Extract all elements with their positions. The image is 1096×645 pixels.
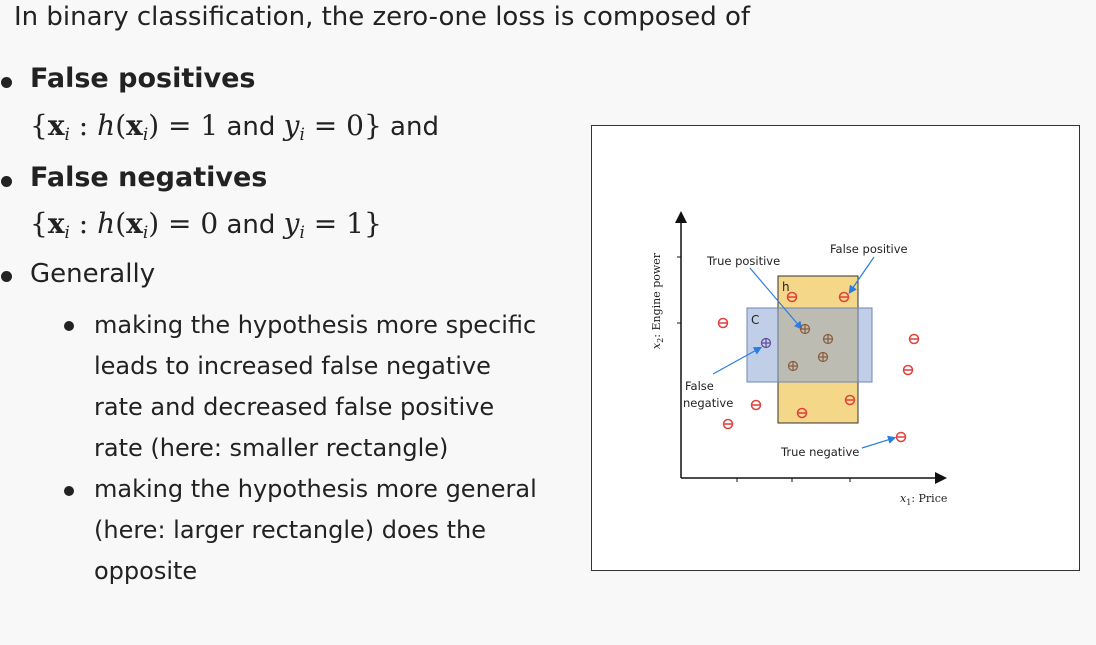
false-negative-label-1: False xyxy=(685,379,714,393)
negative-marker xyxy=(838,291,850,303)
set-close-brace: } xyxy=(363,109,382,142)
true-positive-arrow xyxy=(749,267,803,330)
negative-marker xyxy=(717,317,729,329)
equals-zero: = 0 xyxy=(304,109,364,142)
equals-zero: ) = 0 xyxy=(148,207,219,240)
line: leads to increased false negative xyxy=(94,352,491,380)
sub-bullet-specific: making the hypothesis more specific lead… xyxy=(94,305,536,469)
positive-marker xyxy=(817,351,829,363)
positive-marker xyxy=(799,323,811,335)
equals-one: = 1 xyxy=(304,207,364,240)
negative-marker xyxy=(844,394,856,406)
false-positive-label: False positive xyxy=(830,242,908,256)
x-var: x xyxy=(47,109,65,142)
x-axis-label: x1: Price xyxy=(900,492,947,507)
subscript: i xyxy=(299,124,305,145)
y-axis-sub: 2 xyxy=(656,338,665,343)
classification-plot: x2: Engine power x1: Price h C True posi… xyxy=(602,134,1072,564)
equals-one: ) = 1 xyxy=(148,109,219,142)
x-axis-var: x xyxy=(900,492,907,505)
false-positives-heading: False positives xyxy=(30,63,256,94)
negative-marker xyxy=(786,291,798,303)
x-var: x xyxy=(47,207,65,240)
h-function: h xyxy=(97,207,116,240)
bullet-dot xyxy=(1,77,12,88)
generally-text: Generally xyxy=(30,259,156,289)
positive-marker xyxy=(787,360,799,372)
true-negative-arrow xyxy=(861,435,897,449)
svg-text:x2: Engine power: x2: Engine power xyxy=(650,252,665,349)
true-positive-label: True positive xyxy=(706,254,780,268)
subscript: i xyxy=(142,124,149,145)
c-label: C xyxy=(751,313,759,327)
positive-marker-false-negative xyxy=(760,337,772,349)
line: opposite xyxy=(94,557,198,585)
false-positives-formula: {xi : h(xi) = 1 and yi = 0} and xyxy=(30,109,439,145)
line: making the hypothesis more general xyxy=(94,475,537,503)
h-function: h xyxy=(97,109,116,142)
y-axis-label: x2: Engine power xyxy=(650,252,665,349)
false-negative-label-2: negative xyxy=(683,396,733,410)
colon: : xyxy=(69,109,98,142)
line: rate and decreased false positive xyxy=(94,393,495,421)
sub-bullet-dot xyxy=(64,321,74,331)
negative-marker xyxy=(895,431,907,443)
c-rectangle xyxy=(746,307,873,383)
x-var: x xyxy=(126,207,143,240)
y-axis-var: x xyxy=(650,342,663,349)
false-positive-arrow xyxy=(848,256,875,294)
negative-marker xyxy=(796,407,808,419)
set-open-brace: { xyxy=(30,109,48,142)
negative-marker xyxy=(908,333,920,345)
line: making the hypothesis more specific xyxy=(94,311,537,339)
sub-bullet-dot xyxy=(64,486,74,496)
sub-bullet-general: making the hypothesis more general (here… xyxy=(94,469,537,592)
x-var: x xyxy=(126,109,143,142)
negative-marker xyxy=(750,399,762,411)
false-negative-arrow xyxy=(712,346,763,375)
false-negatives-heading: False negatives xyxy=(30,162,268,193)
y-var: y xyxy=(283,207,300,240)
true-negative-label: True negative xyxy=(780,445,859,459)
subscript: i xyxy=(64,222,70,243)
colon: : xyxy=(69,207,98,240)
y-axis-text: : Engine power xyxy=(650,252,663,338)
and-word: and xyxy=(218,210,284,240)
line: rate (here: smaller rectangle) xyxy=(94,434,449,462)
y-var: y xyxy=(283,109,300,142)
bullet-dot xyxy=(1,176,12,187)
subscript: i xyxy=(142,222,149,243)
line: (here: larger rectangle) does the xyxy=(94,516,486,544)
x-axis-sub: 1 xyxy=(906,498,911,507)
subscript: i xyxy=(299,222,305,243)
subscript: i xyxy=(64,124,70,145)
and-word: and xyxy=(218,112,284,142)
negative-marker xyxy=(902,364,914,376)
set-close-brace: } xyxy=(363,207,382,240)
bullet-dot xyxy=(1,271,12,282)
false-negatives-formula: {xi : h(xi) = 0 and yi = 1} xyxy=(30,207,382,243)
h-label: h xyxy=(782,280,790,294)
x-axis-text: : Price xyxy=(911,492,947,505)
positive-marker xyxy=(822,333,834,345)
trailing-and: and xyxy=(381,112,439,142)
hypothesis-figure: x2: Engine power x1: Price h C True posi… xyxy=(591,125,1080,571)
set-open-brace: { xyxy=(30,207,48,240)
intro-text: In binary classification, the zero-one l… xyxy=(14,2,751,32)
negative-marker xyxy=(722,418,734,430)
